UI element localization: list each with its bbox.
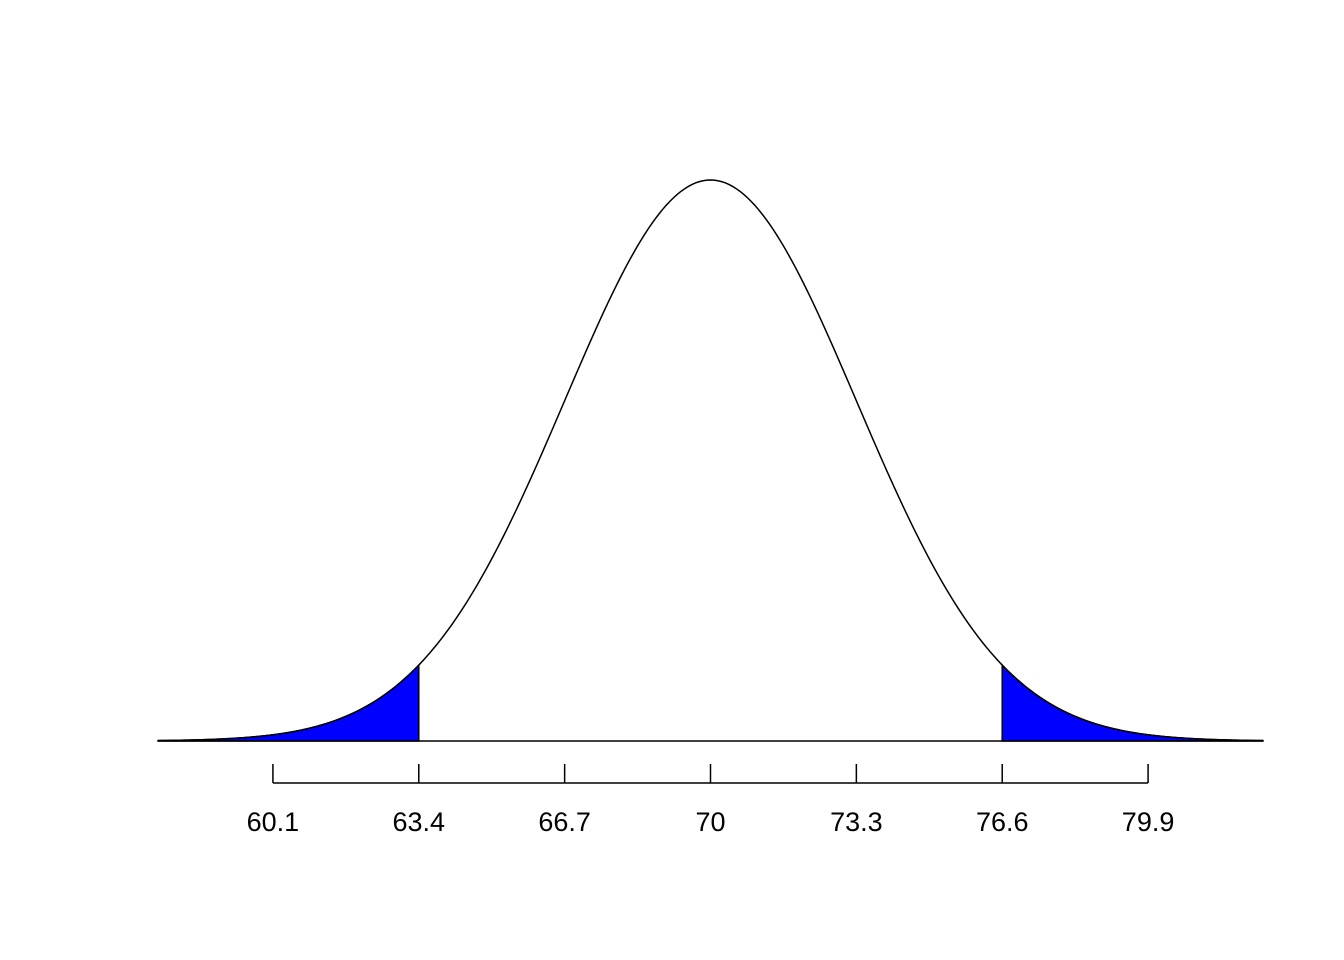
- x-tick-label: 60.1: [247, 807, 300, 837]
- x-tick-label: 76.6: [976, 807, 1029, 837]
- shaded-tail: [157, 663, 420, 742]
- density-curve: [157, 179, 1264, 742]
- x-tick-label: 79.9: [1122, 807, 1175, 837]
- x-tick-label: 63.4: [392, 807, 445, 837]
- x-tick-label: 70: [695, 807, 725, 837]
- x-tick-label: 73.3: [830, 807, 883, 837]
- shaded-tail: [1001, 663, 1264, 742]
- x-tick-label: 66.7: [538, 807, 591, 837]
